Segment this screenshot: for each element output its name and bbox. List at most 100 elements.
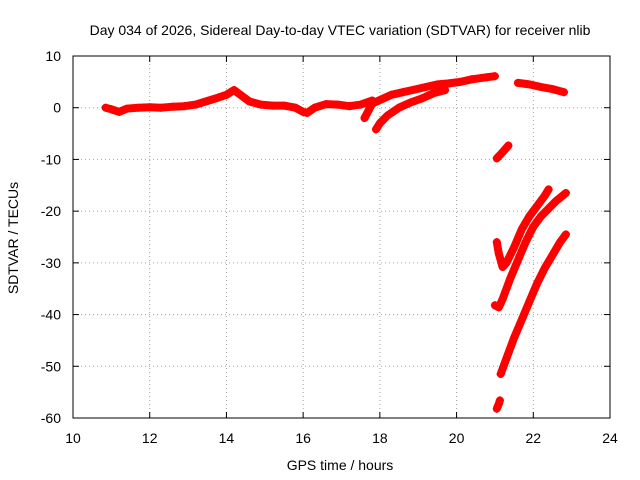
data-point (506, 274, 515, 283)
series-trace (101, 86, 377, 117)
data-point (561, 189, 570, 198)
data-point (421, 83, 430, 92)
data-point (375, 95, 384, 104)
data-point (513, 256, 522, 265)
plot-frame (72, 55, 611, 419)
data-point (504, 141, 513, 150)
data-point (322, 100, 331, 109)
data-point (433, 80, 442, 89)
data-point (180, 102, 189, 111)
y-tick-label: -20 (41, 203, 61, 219)
series-bottom-blip (492, 396, 504, 413)
data-point (107, 105, 116, 114)
y-tick-label: -10 (41, 151, 61, 167)
data-point (299, 107, 308, 116)
x-tick-label: 20 (449, 430, 465, 446)
data-point (333, 100, 342, 109)
series-arc-2 (490, 189, 570, 312)
data-point (517, 315, 526, 324)
data-point (145, 103, 154, 112)
data-point (548, 85, 557, 94)
data-point (375, 119, 384, 128)
data-point (310, 103, 319, 112)
data-point (498, 295, 507, 304)
x-tick-label: 18 (372, 430, 388, 446)
data-point (279, 101, 288, 110)
data-point (467, 75, 476, 84)
data-point (122, 104, 131, 113)
data-point (525, 80, 534, 89)
y-tick-label: -30 (41, 255, 61, 271)
data-point (383, 111, 392, 120)
data-point (168, 102, 177, 111)
data-point (203, 96, 212, 105)
data-point (418, 94, 427, 103)
x-tick-label: 24 (602, 430, 618, 446)
data-point (548, 251, 557, 260)
data-point (483, 73, 492, 82)
tick-labels: 10 12 14 16 18 20 22 24 10 0 -10 -20 -30 -40 -50 -60 (41, 48, 618, 446)
data-point (101, 103, 110, 112)
series-short-dip (492, 141, 513, 163)
data-point (356, 100, 365, 109)
data-point (410, 85, 419, 94)
data-point (498, 148, 507, 157)
data-point (492, 404, 501, 413)
chart-title: Day 034 of 2026, Sidereal Day-to-day VTE… (90, 22, 591, 38)
data-point (495, 396, 504, 405)
y-tick-label: 10 (45, 48, 61, 64)
data-point (256, 100, 265, 109)
x-tick-label: 16 (295, 430, 311, 446)
data-point (345, 102, 354, 111)
data-point (517, 225, 526, 234)
y-axis-label: SDTVAR / TECUs (5, 182, 21, 294)
data-point (536, 212, 545, 221)
series-arc-1 (492, 185, 553, 271)
data-point (544, 185, 553, 194)
data-point (544, 204, 553, 213)
data-point (302, 108, 311, 117)
data-point (502, 354, 511, 363)
data-point (529, 222, 538, 231)
data-point (395, 103, 404, 112)
series-evening-rise (360, 72, 499, 123)
data-point (494, 303, 503, 312)
data-point (494, 249, 503, 258)
y-tick-label: 0 (53, 100, 61, 116)
data-point (510, 333, 519, 342)
data-point (230, 86, 239, 95)
data-point (533, 201, 542, 210)
data-point (406, 98, 415, 107)
data-point (513, 78, 522, 87)
data-point (502, 258, 511, 267)
data-layer (101, 72, 570, 413)
data-point (540, 264, 549, 273)
data-point (510, 243, 519, 252)
data-point (490, 72, 499, 81)
data-point (444, 79, 453, 88)
data-point (191, 100, 200, 109)
data-point (561, 230, 570, 239)
series-late-segment (513, 78, 568, 97)
data-point (291, 103, 300, 112)
series-main-trace (101, 86, 377, 117)
y-tick-label: -40 (41, 307, 61, 323)
x-tick-label: 10 (65, 430, 81, 446)
data-point (496, 370, 505, 379)
ticks (72, 55, 611, 419)
series-trace (372, 86, 450, 134)
data-point (368, 99, 377, 108)
data-point (214, 93, 223, 102)
data-point (134, 103, 143, 112)
data-point (521, 238, 530, 247)
data-point (536, 83, 545, 92)
data-point (157, 103, 166, 112)
data-point (540, 191, 549, 200)
data-point (360, 114, 369, 123)
data-point (525, 212, 534, 221)
data-point (552, 196, 561, 205)
data-point (237, 91, 246, 100)
data-point (533, 279, 542, 288)
data-point (222, 90, 231, 99)
